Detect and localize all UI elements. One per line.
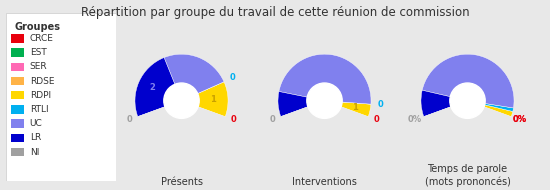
Title: Présents: Présents	[161, 177, 202, 187]
Wedge shape	[324, 101, 371, 104]
Bar	[11, 148, 24, 156]
Text: 2: 2	[150, 83, 156, 92]
Text: EST: EST	[30, 48, 46, 57]
Wedge shape	[468, 101, 512, 117]
Wedge shape	[324, 101, 369, 117]
Wedge shape	[182, 82, 224, 101]
Text: 0: 0	[231, 115, 237, 124]
Wedge shape	[138, 101, 226, 147]
Text: 2: 2	[190, 67, 196, 76]
Title: Interventions: Interventions	[292, 177, 357, 187]
Text: 0: 0	[230, 74, 235, 82]
Text: RTLI: RTLI	[30, 105, 48, 114]
Wedge shape	[324, 101, 369, 117]
Wedge shape	[468, 101, 512, 117]
Title: Temps de parole
(mots prononcés): Temps de parole (mots prononcés)	[425, 164, 510, 187]
Wedge shape	[182, 101, 225, 117]
Text: 0: 0	[377, 100, 383, 109]
Circle shape	[307, 83, 342, 118]
Text: 0%: 0%	[513, 115, 527, 124]
Wedge shape	[278, 91, 324, 117]
Wedge shape	[135, 58, 182, 117]
Wedge shape	[468, 101, 512, 117]
Bar	[11, 34, 24, 43]
Wedge shape	[279, 54, 371, 104]
Wedge shape	[421, 90, 468, 117]
Wedge shape	[468, 101, 514, 112]
Text: 0: 0	[126, 115, 132, 124]
Wedge shape	[280, 101, 324, 117]
Text: CRCE: CRCE	[30, 34, 53, 43]
Text: NI: NI	[30, 148, 39, 157]
Bar	[11, 63, 24, 71]
Wedge shape	[468, 101, 513, 117]
Wedge shape	[424, 101, 468, 117]
Text: Répartition par groupe du travail de cette réunion de commission: Répartition par groupe du travail de cet…	[81, 6, 469, 19]
Bar	[11, 134, 24, 142]
Text: RDSE: RDSE	[30, 77, 54, 86]
Wedge shape	[138, 101, 182, 117]
Text: 0%: 0%	[408, 115, 422, 124]
Wedge shape	[182, 101, 225, 117]
Text: 1: 1	[210, 95, 216, 104]
Text: 0: 0	[374, 115, 380, 124]
Wedge shape	[324, 101, 369, 117]
Circle shape	[164, 83, 199, 118]
Bar	[11, 48, 24, 57]
Text: SER: SER	[30, 62, 47, 71]
Text: Groupes: Groupes	[14, 22, 60, 32]
Bar	[11, 120, 24, 128]
Wedge shape	[324, 101, 369, 117]
FancyBboxPatch shape	[6, 13, 115, 180]
Wedge shape	[182, 101, 225, 117]
Text: 1: 1	[353, 103, 359, 112]
Text: 15%: 15%	[426, 98, 446, 107]
Text: UC: UC	[30, 119, 42, 128]
Wedge shape	[182, 101, 225, 117]
Wedge shape	[422, 54, 514, 108]
Text: 80%: 80%	[464, 65, 483, 74]
Wedge shape	[182, 82, 228, 117]
Text: 2: 2	[290, 99, 296, 108]
Text: LR: LR	[30, 133, 41, 142]
Wedge shape	[468, 101, 512, 117]
Bar	[11, 105, 24, 114]
Circle shape	[450, 83, 485, 118]
Bar	[11, 77, 24, 85]
Text: RDPI: RDPI	[30, 91, 51, 100]
Text: 0: 0	[269, 115, 275, 124]
Wedge shape	[280, 101, 368, 147]
Text: 11: 11	[323, 65, 335, 74]
Wedge shape	[164, 54, 224, 101]
Wedge shape	[424, 101, 512, 147]
Text: 0%: 0%	[513, 115, 527, 124]
Wedge shape	[324, 101, 371, 117]
Bar	[11, 91, 24, 99]
